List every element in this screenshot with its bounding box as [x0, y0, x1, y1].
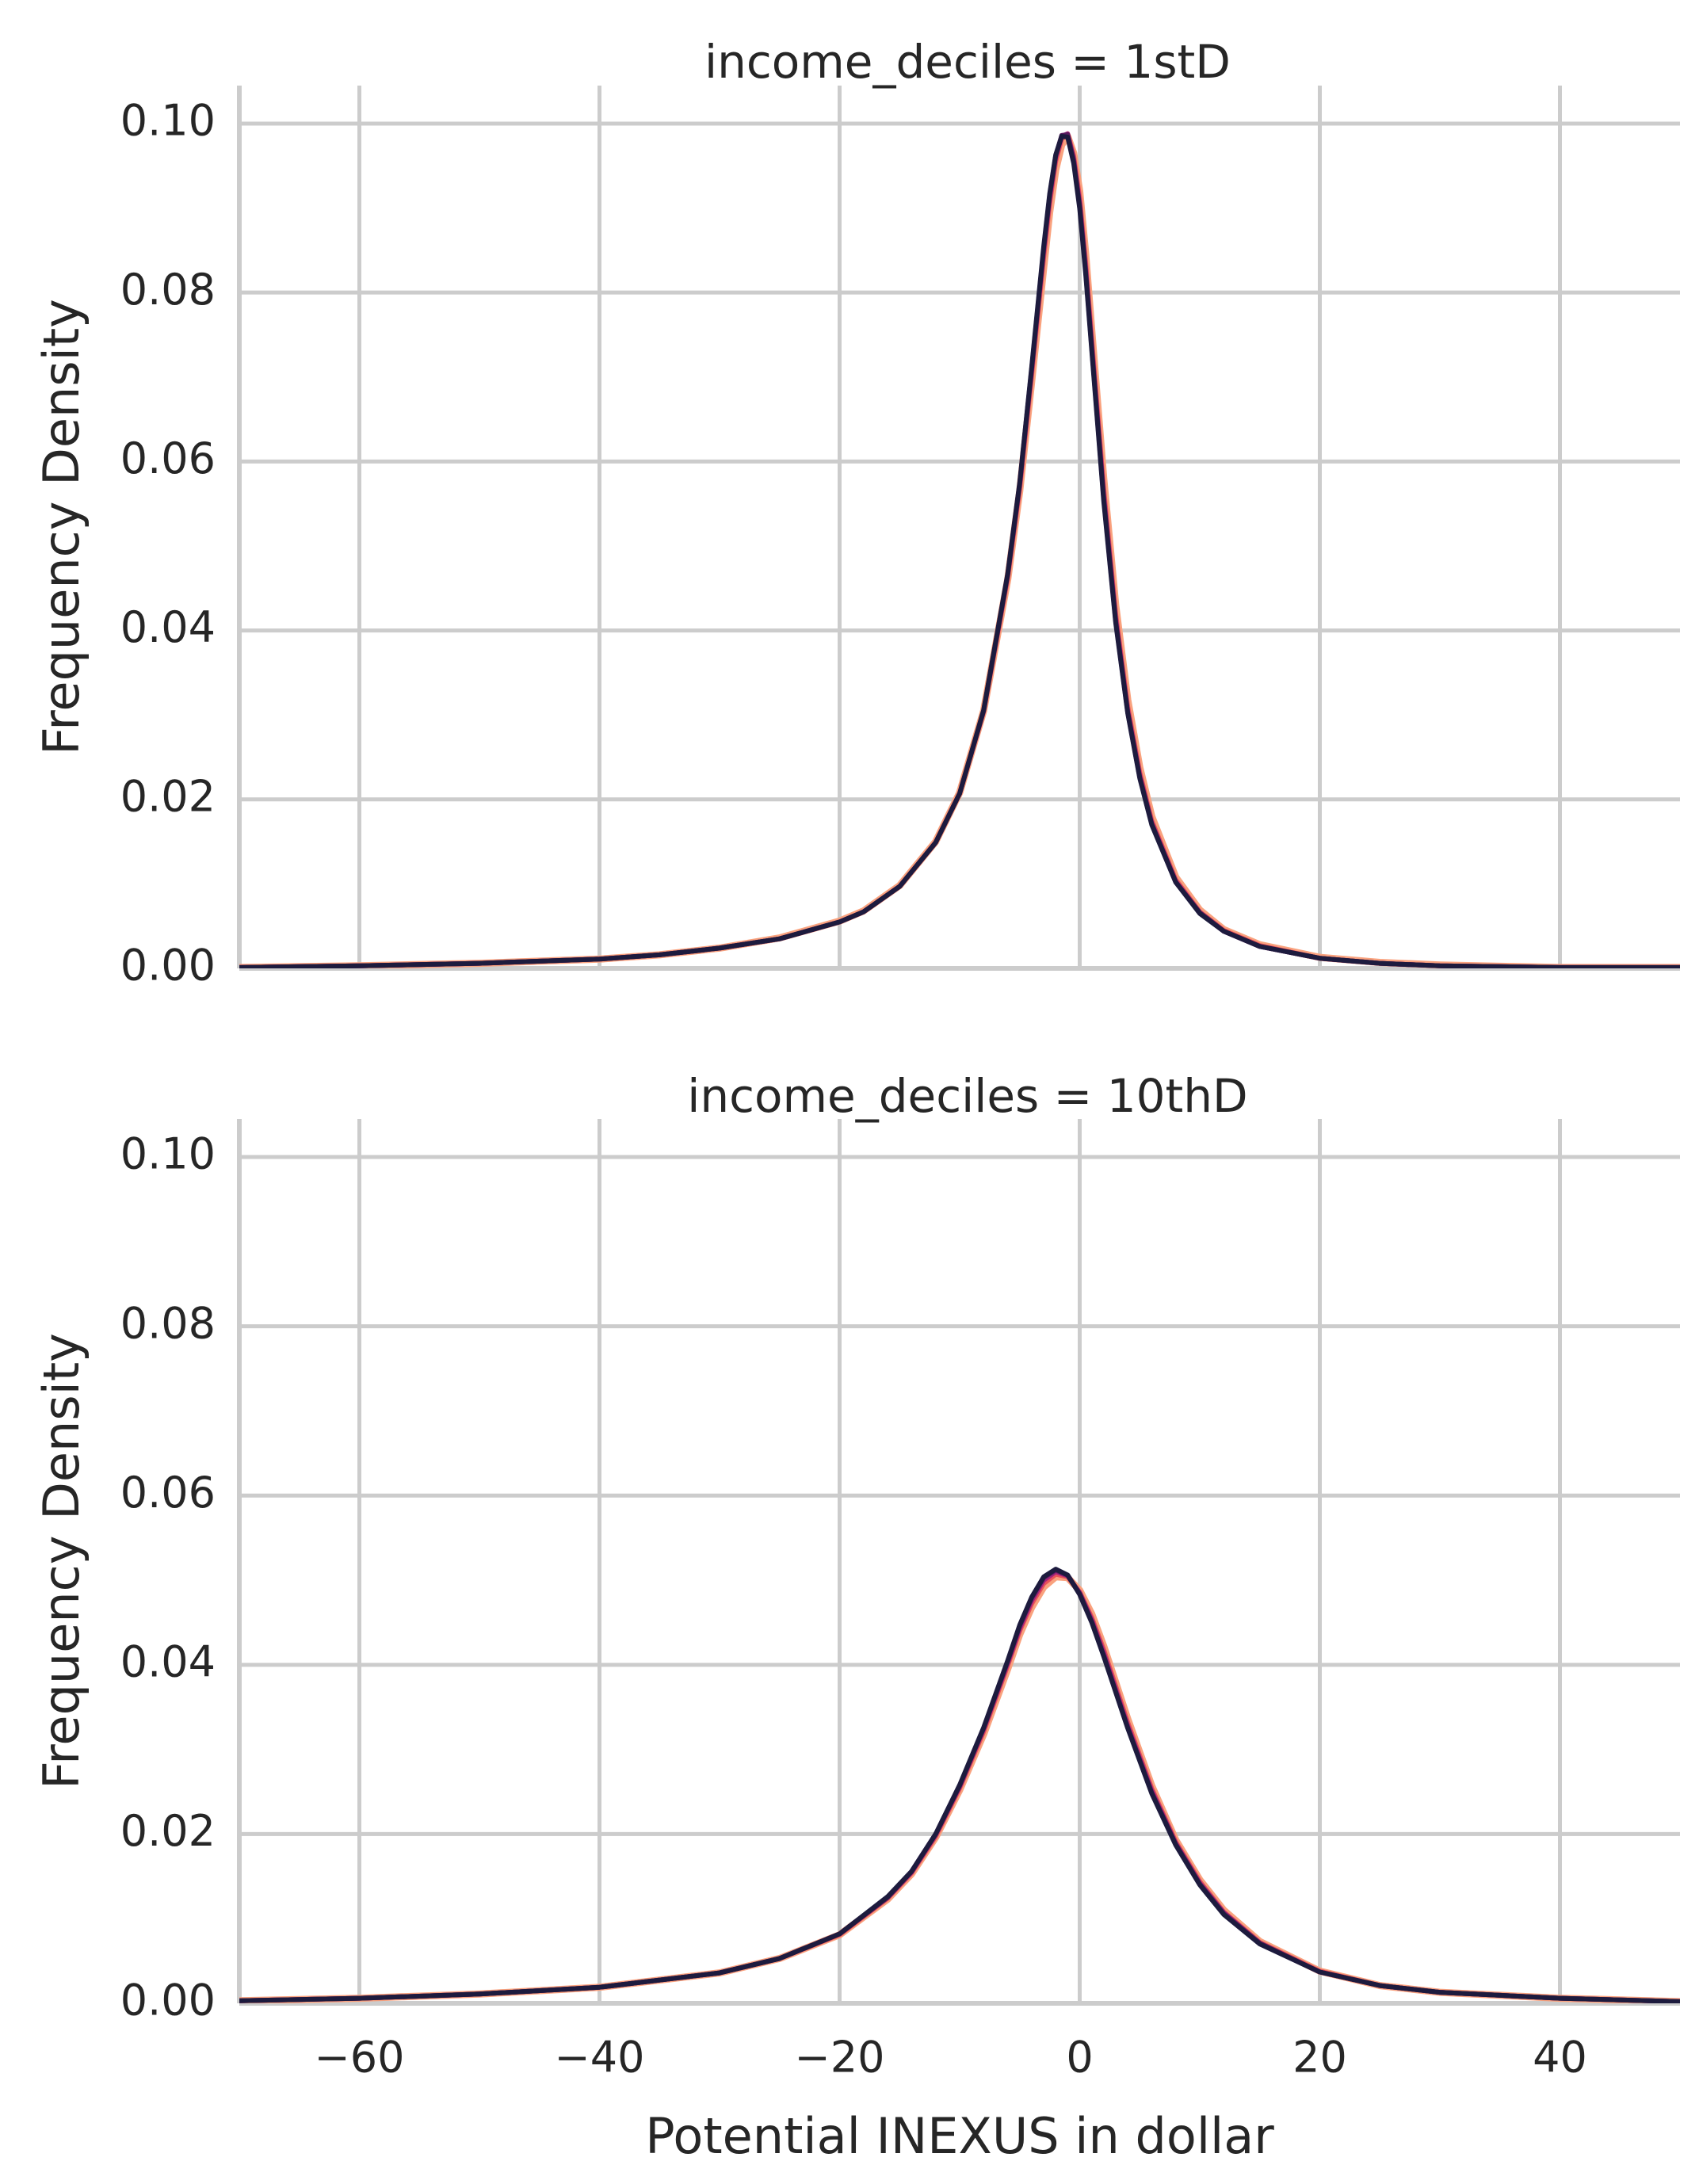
y-axis-label: Frequency Density [32, 1333, 90, 1789]
density-curve-4 [239, 132, 1680, 968]
y-tick-label: 0.00 [120, 941, 216, 991]
y-axis-label: Frequency Density [32, 299, 90, 755]
y-tick-label: 0.08 [120, 265, 216, 315]
x-axis-label: Potential INEXUS in dollar [645, 2107, 1274, 2165]
x-tick-label: 40 [1533, 2033, 1587, 2083]
y-tick-label: 0.02 [120, 1806, 216, 1856]
y-tick-label: 0.06 [120, 1468, 216, 1518]
density-curve-5 [239, 1567, 1680, 2003]
series-group [239, 1567, 1680, 2003]
x-tick-label: −20 [795, 2033, 885, 2083]
y-tick-label: 0.08 [120, 1298, 216, 1348]
density-curve-1 [239, 132, 1680, 968]
y-tick-label: 0.00 [120, 1976, 216, 2026]
density-curve-5 [239, 134, 1680, 968]
density-curve-3 [239, 131, 1680, 968]
panel-1: 0.00 0.02 0.04 0.06 0.08 0.10 Frequency Densit… [32, 35, 1680, 991]
density-curve-2 [239, 131, 1680, 968]
x-tick-label: 0 [1066, 2033, 1093, 2083]
x-tick-label: −60 [315, 2033, 405, 2083]
y-tick-label: 0.06 [120, 433, 216, 483]
x-tick-label: 20 [1292, 2033, 1347, 2083]
panel-title: income_deciles = 1stD [704, 35, 1231, 89]
panel-2: 0.00 0.02 0.04 0.06 0.08 0.10 Frequency Densit… [32, 1069, 1680, 2026]
y-tick-label: 0.02 [120, 771, 216, 821]
y-tick-label: 0.10 [120, 96, 216, 146]
x-tick-label: −40 [555, 2033, 645, 2083]
y-tick-label: 0.10 [120, 1129, 216, 1179]
y-tick-label: 0.04 [120, 602, 216, 652]
panel-title: income_deciles = 10thD [687, 1069, 1247, 1123]
y-tick-label: 0.04 [120, 1636, 216, 1686]
series-group [239, 131, 1680, 968]
